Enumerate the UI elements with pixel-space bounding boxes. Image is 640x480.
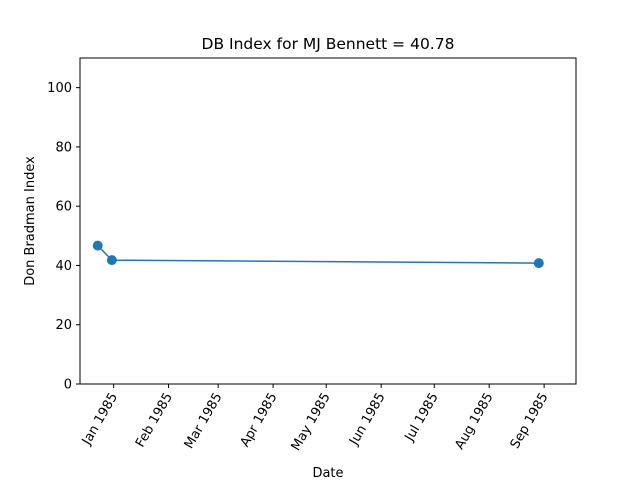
- y-axis-label: Don Bradman Index: [23, 156, 38, 286]
- y-tick-label: 20: [55, 318, 72, 333]
- x-tick-label: Sep 1985: [508, 391, 552, 452]
- y-tick-label: 80: [55, 140, 72, 155]
- y-axis: 0 20 40 60 80 100: [47, 81, 80, 393]
- x-tick-label: Mar 1985: [182, 391, 226, 452]
- y-tick-label: 0: [64, 378, 72, 393]
- y-tick-label: 40: [55, 259, 72, 274]
- y-tick-label: 60: [55, 200, 72, 215]
- chart-title: DB Index for MJ Bennett = 40.78: [202, 35, 455, 53]
- x-tick-label: Jan 1985: [79, 391, 121, 449]
- plot-area: [80, 58, 576, 384]
- data-point: [92, 240, 103, 251]
- x-tick-label: May 1985: [289, 391, 334, 454]
- data-point: [533, 258, 544, 269]
- series-layer: [92, 240, 544, 269]
- x-tick-label: Apr 1985: [238, 391, 281, 450]
- x-axis: Jan 1985 Feb 1985 Mar 1985 Apr 1985 May 1985…: [79, 384, 552, 454]
- x-tick-label: Jul 1985: [402, 391, 442, 445]
- x-tick-label: Jun 1985: [346, 391, 388, 449]
- y-tick-label: 100: [47, 81, 72, 96]
- plot-frame: [79, 57, 577, 385]
- data-point: [106, 255, 117, 266]
- x-tick-label: Aug 1985: [452, 391, 496, 453]
- x-tick-label: Feb 1985: [133, 391, 176, 451]
- x-axis-label: Date: [312, 466, 343, 480]
